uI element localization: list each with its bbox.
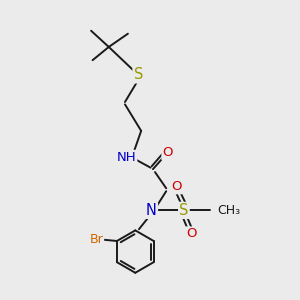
Text: Br: Br — [89, 233, 103, 246]
Text: CH₃: CH₃ — [217, 204, 240, 217]
Text: NH: NH — [117, 151, 136, 164]
Text: O: O — [171, 180, 182, 193]
Text: N: N — [146, 203, 157, 218]
Text: S: S — [134, 68, 143, 82]
Text: S: S — [179, 203, 188, 218]
Text: O: O — [162, 146, 173, 159]
Text: O: O — [186, 227, 196, 240]
